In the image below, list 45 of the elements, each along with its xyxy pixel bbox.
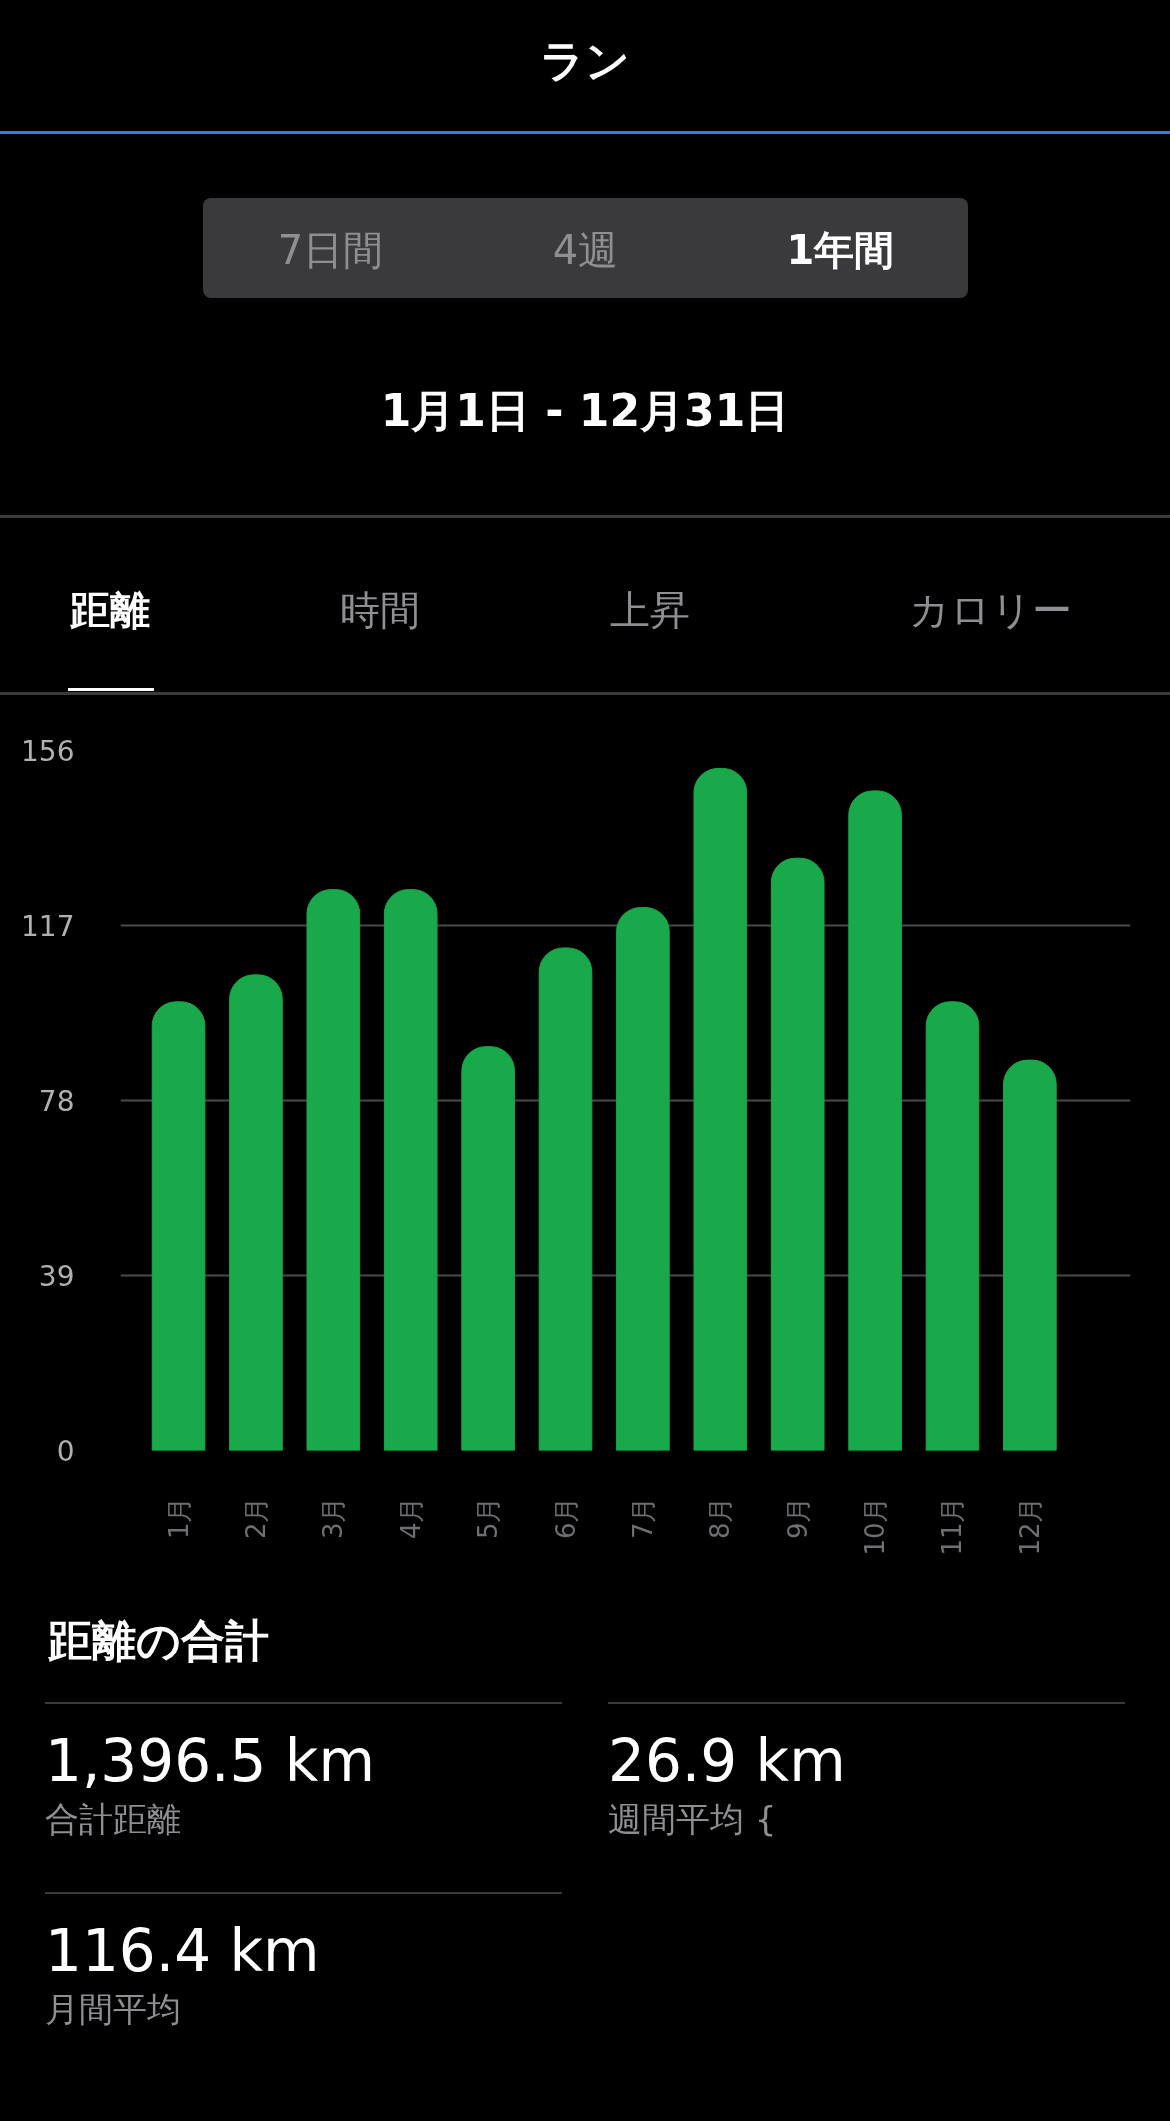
x-tick-label: 10月	[860, 1496, 891, 1556]
x-tick-label: 12月	[1014, 1496, 1045, 1556]
x-tick-label: 4月	[395, 1496, 426, 1540]
bar	[770, 857, 825, 1451]
y-tick-label: 39	[38, 1260, 75, 1293]
x-tick-label: 11月	[937, 1496, 968, 1556]
text: 26.9 km	[608, 1727, 846, 1795]
text: 時間	[339, 586, 421, 635]
text: 月間平均	[45, 1988, 181, 2031]
text: 距離の合計	[48, 1614, 269, 1668]
text: 1年間	[785, 226, 896, 275]
x-tick-label: 1月	[163, 1496, 194, 1540]
chart-title: ラン	[539, 34, 631, 88]
text: 合計距離	[45, 1798, 181, 1841]
x-tick-label: 9月	[782, 1496, 813, 1540]
x-tick-label: 7月	[627, 1496, 658, 1540]
text: 1,396.5 km	[45, 1727, 375, 1795]
bar	[229, 974, 283, 1451]
x-tick-label: 8月	[705, 1496, 736, 1540]
text: 116.4 km	[45, 1917, 320, 1985]
y-tick-label: 117	[21, 910, 75, 943]
bar	[461, 1046, 515, 1451]
text: 上昇	[609, 586, 691, 635]
y-tick-label: 78	[38, 1085, 75, 1118]
y-tick-label: 0	[56, 1435, 75, 1468]
text: 7日間	[276, 226, 385, 275]
x-tick-label: 3月	[318, 1496, 349, 1540]
bar	[538, 947, 593, 1451]
chart-subtitle: 1月1日 - 12月31日	[379, 384, 791, 438]
bar	[383, 889, 438, 1451]
bar	[1003, 1059, 1057, 1451]
bar	[925, 1001, 980, 1451]
bar	[306, 889, 361, 1451]
x-tick-label: 6月	[550, 1496, 581, 1540]
bar	[848, 790, 902, 1451]
text: 4週	[551, 226, 620, 275]
x-tick-label: 5月	[473, 1496, 504, 1540]
bar	[616, 907, 670, 1451]
text: 距離	[69, 586, 151, 635]
bar	[151, 1001, 206, 1451]
text: 週間平均 {	[608, 1798, 777, 1841]
y-tick-label: 156	[21, 735, 75, 768]
x-tick-label: 2月	[240, 1496, 271, 1540]
bar	[693, 767, 748, 1451]
text: カロリー	[907, 586, 1073, 635]
